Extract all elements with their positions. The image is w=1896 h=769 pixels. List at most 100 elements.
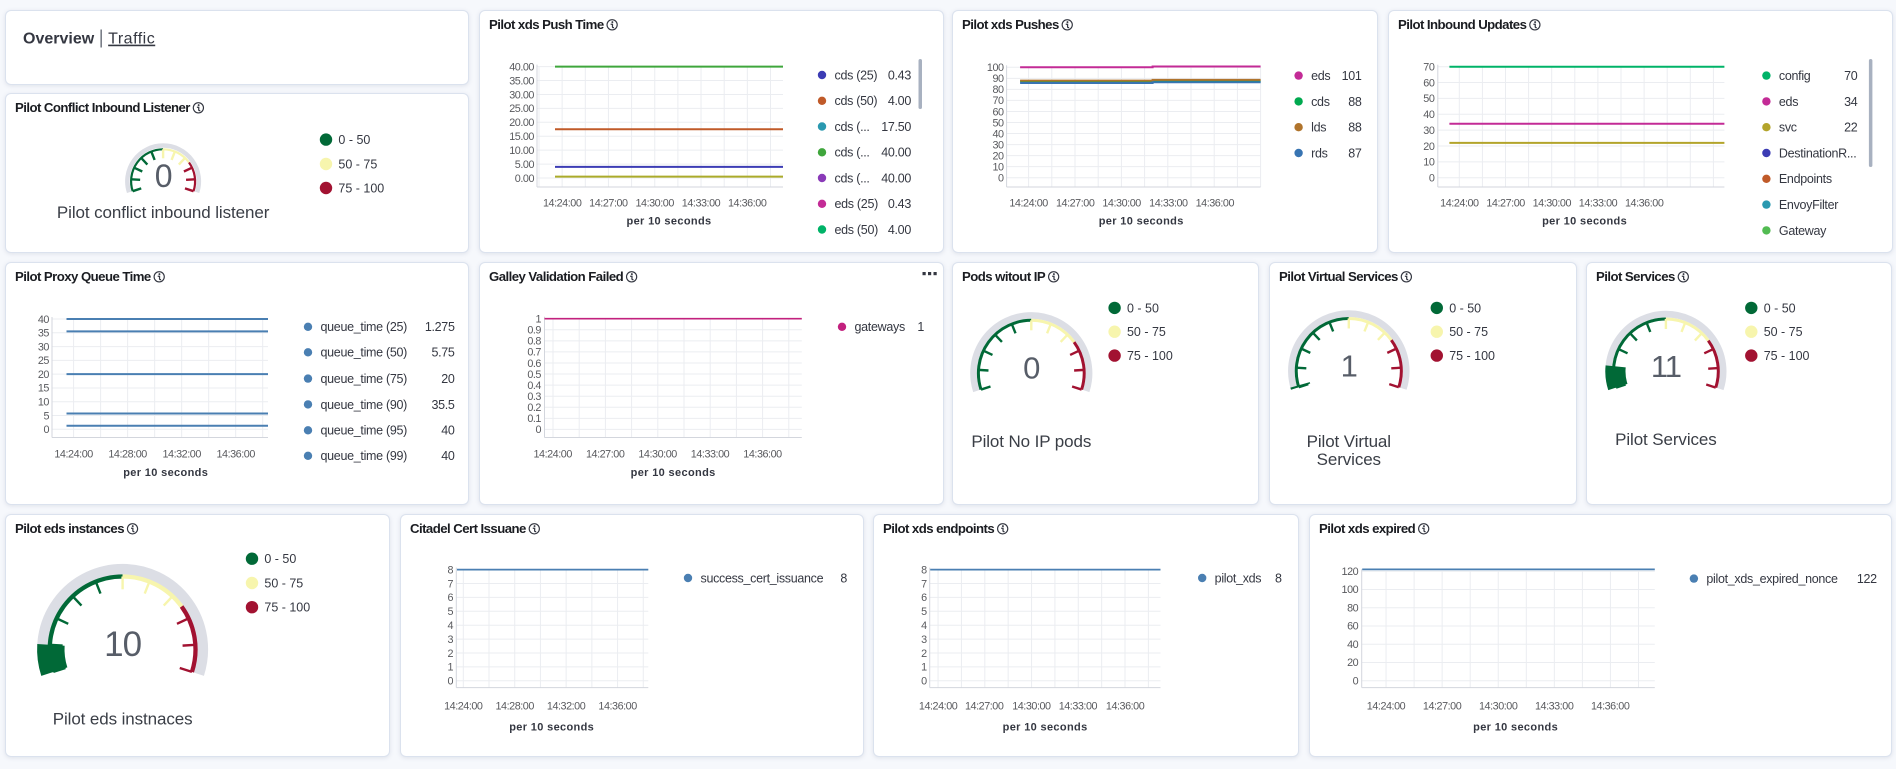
svg-text:50 - 75: 50 - 75 <box>264 577 303 591</box>
svg-text:Pilot Proxy Queue Time: Pilot Proxy Queue Time <box>15 269 151 284</box>
svg-text:queue_time (25): queue_time (25) <box>321 320 408 334</box>
svg-text:0 - 50: 0 - 50 <box>1450 301 1482 315</box>
svg-text:lds: lds <box>1311 121 1326 135</box>
svg-text:0.4: 0.4 <box>527 380 541 392</box>
svg-text:per 10 seconds: per 10 seconds <box>1099 215 1184 227</box>
svg-text:Pilot No IP pods: Pilot No IP pods <box>972 432 1092 451</box>
svg-text:Traffic: Traffic <box>108 31 155 48</box>
svg-text:14:28:00: 14:28:00 <box>108 449 147 461</box>
svg-text:14:33:00: 14:33:00 <box>691 449 730 461</box>
svg-text:0.1: 0.1 <box>527 413 541 425</box>
svg-text:25: 25 <box>38 355 50 367</box>
svg-text:Services: Services <box>1317 450 1381 469</box>
svg-text:8: 8 <box>921 565 927 577</box>
svg-text:14:27:00: 14:27:00 <box>965 701 1004 713</box>
svg-text:eds: eds <box>1311 69 1330 83</box>
svg-text:14:33:00: 14:33:00 <box>682 197 721 209</box>
svg-text:17.50: 17.50 <box>881 120 911 134</box>
svg-text:5: 5 <box>43 410 49 422</box>
svg-text:4.00: 4.00 <box>888 94 911 108</box>
svg-text:14:24:00: 14:24:00 <box>1440 197 1479 209</box>
svg-text:50 - 75: 50 - 75 <box>338 157 377 171</box>
svg-text:14:33:00: 14:33:00 <box>1535 701 1574 713</box>
svg-text:queue_time (95): queue_time (95) <box>321 424 408 438</box>
svg-text:120: 120 <box>1341 566 1358 578</box>
svg-text:pilot_xds_expired_nonce: pilot_xds_expired_nonce <box>1706 572 1838 586</box>
svg-text:50: 50 <box>993 117 1005 129</box>
svg-text:per 10 seconds: per 10 seconds <box>123 467 208 479</box>
svg-text:rds: rds <box>1311 146 1328 160</box>
svg-text:eds (50): eds (50) <box>835 223 879 237</box>
svg-text:14:33:00: 14:33:00 <box>1059 701 1098 713</box>
svg-text:50: 50 <box>1423 93 1435 105</box>
svg-text:30: 30 <box>1423 125 1435 137</box>
svg-text:30: 30 <box>38 341 50 353</box>
svg-text:60: 60 <box>1423 77 1435 89</box>
svg-text:75 - 100: 75 - 100 <box>264 601 310 615</box>
svg-text:cds (50): cds (50) <box>835 94 878 108</box>
svg-text:per 10 seconds: per 10 seconds <box>509 722 594 734</box>
svg-text:2: 2 <box>447 648 453 660</box>
svg-text:config: config <box>1778 69 1810 83</box>
svg-text:per 10 seconds: per 10 seconds <box>1542 215 1627 227</box>
svg-text:2: 2 <box>921 648 927 660</box>
svg-text:14:36:00: 14:36:00 <box>1106 701 1145 713</box>
svg-text:5.75: 5.75 <box>431 346 454 360</box>
svg-text:40: 40 <box>993 128 1005 140</box>
svg-text:5.00: 5.00 <box>515 159 535 171</box>
svg-text:8: 8 <box>840 572 847 586</box>
svg-text:per 10 seconds: per 10 seconds <box>1003 722 1088 734</box>
svg-text:14:24:00: 14:24:00 <box>54 449 93 461</box>
svg-text:Citadel Cert Issuane: Citadel Cert Issuane <box>410 521 526 536</box>
svg-text:20: 20 <box>38 369 50 381</box>
svg-text:eds (25): eds (25) <box>835 197 879 211</box>
svg-text:queue_time (75): queue_time (75) <box>321 372 408 386</box>
svg-text:Pilot xds expired: Pilot xds expired <box>1319 521 1416 536</box>
svg-text:0 - 50: 0 - 50 <box>264 552 296 566</box>
svg-text:4: 4 <box>921 620 927 632</box>
svg-text:per 10 seconds: per 10 seconds <box>1473 722 1558 734</box>
svg-text:0.00: 0.00 <box>515 173 535 185</box>
svg-text:88: 88 <box>1349 95 1363 109</box>
svg-text:14:27:00: 14:27:00 <box>589 197 628 209</box>
svg-text:14:24:00: 14:24:00 <box>1367 701 1406 713</box>
svg-text:14:28:00: 14:28:00 <box>496 701 535 713</box>
svg-text:Overview: Overview <box>23 31 95 48</box>
svg-text:queue_time (99): queue_time (99) <box>321 449 408 463</box>
svg-text:14:36:00: 14:36:00 <box>1591 701 1630 713</box>
svg-text:gateways: gateways <box>855 320 905 334</box>
svg-text:Pods witout IP: Pods witout IP <box>962 269 1046 284</box>
svg-text:8: 8 <box>447 565 453 577</box>
svg-text:40: 40 <box>1347 639 1359 651</box>
svg-text:14:24:00: 14:24:00 <box>533 449 572 461</box>
svg-text:70: 70 <box>1423 62 1435 74</box>
svg-text:0: 0 <box>155 158 172 194</box>
svg-text:0.43: 0.43 <box>888 197 911 211</box>
svg-text:60: 60 <box>993 106 1005 118</box>
svg-text:14:27:00: 14:27:00 <box>1486 197 1525 209</box>
svg-text:Pilot Conflict Inbound Listene: Pilot Conflict Inbound Listener <box>15 100 190 115</box>
svg-text:8: 8 <box>1275 572 1282 586</box>
svg-text:0 - 50: 0 - 50 <box>1763 301 1795 315</box>
svg-text:75 - 100: 75 - 100 <box>338 181 384 195</box>
svg-text:EnvoyFilter: EnvoyFilter <box>1778 198 1837 212</box>
svg-text:40.00: 40.00 <box>881 146 911 160</box>
svg-text:20: 20 <box>441 372 455 386</box>
svg-text:14:36:00: 14:36:00 <box>1196 197 1235 209</box>
svg-text:20.00: 20.00 <box>509 117 534 129</box>
svg-text:1: 1 <box>535 314 541 326</box>
svg-text:success_cert_issuance: success_cert_issuance <box>700 572 823 586</box>
svg-text:3: 3 <box>447 634 453 646</box>
svg-text:1.275: 1.275 <box>425 320 455 334</box>
svg-text:10.00: 10.00 <box>509 145 534 157</box>
svg-text:90: 90 <box>993 73 1005 85</box>
svg-text:Pilot eds instnaces: Pilot eds instnaces <box>53 710 193 729</box>
svg-text:40: 40 <box>441 449 455 463</box>
svg-text:14:30:00: 14:30:00 <box>1013 701 1052 713</box>
svg-text:Galley Validation Failed: Galley Validation Failed <box>489 269 624 284</box>
svg-text:4.00: 4.00 <box>888 223 911 237</box>
svg-text:0.9: 0.9 <box>527 325 541 337</box>
svg-text:50 - 75: 50 - 75 <box>1127 325 1166 339</box>
svg-text:40: 40 <box>441 424 455 438</box>
svg-text:1: 1 <box>917 320 924 334</box>
